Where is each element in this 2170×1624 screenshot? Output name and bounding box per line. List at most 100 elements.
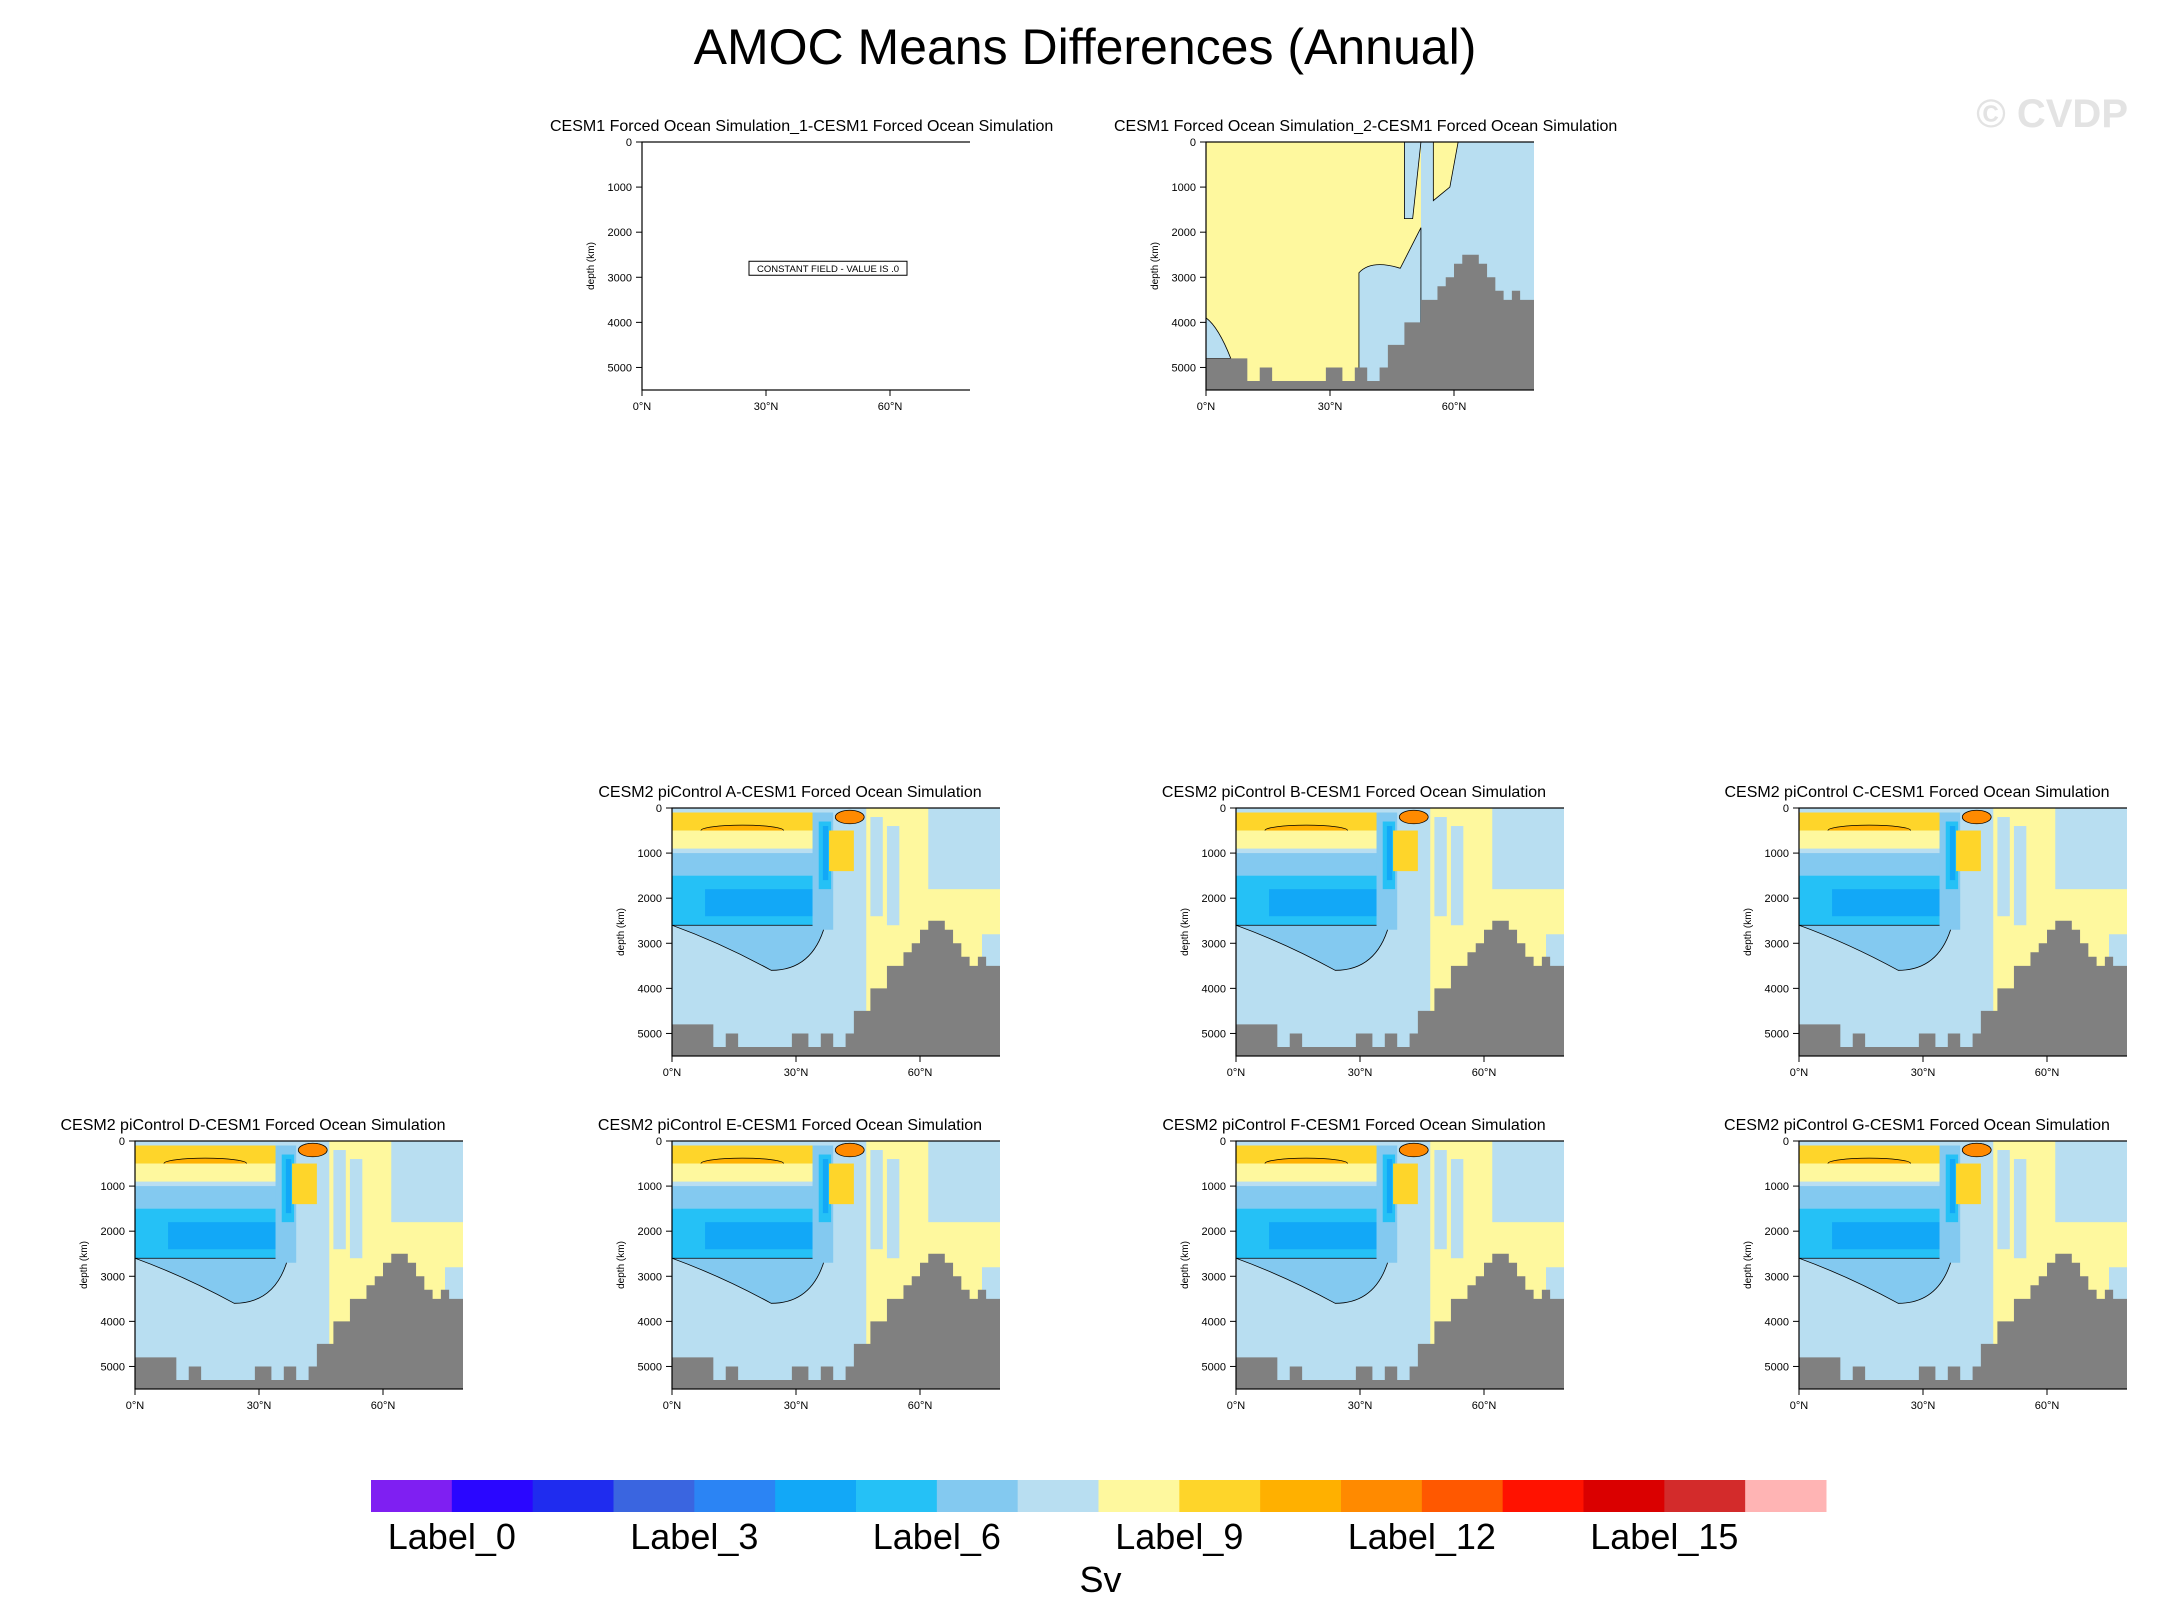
region-fill xyxy=(1997,817,2010,917)
panel-plot: 0°N30°N60°N90°N010002000300040005000dept… xyxy=(1180,803,1564,1079)
region-fill xyxy=(2109,1267,2127,1304)
colorbar-label: Label_3 xyxy=(630,1516,758,1557)
plot-frame xyxy=(671,1140,1000,1390)
colorbar-swatch xyxy=(613,1480,695,1512)
plot-frame xyxy=(641,141,970,391)
region-fill xyxy=(135,1163,288,1182)
region-fill xyxy=(1492,1141,1564,1223)
panel-plot: 0°N30°N60°N90°N010002000300040005000dept… xyxy=(79,1136,463,1412)
y-tick-label: 2000 xyxy=(1172,227,1196,239)
region-fill xyxy=(1799,1145,1952,1164)
y-tick-label: 4000 xyxy=(1172,317,1196,329)
panel-p1: CESM1 Forced Ocean Simulation_1-CESM1 Fo… xyxy=(550,118,1054,448)
plot-area: 0°N30°N60°N90°N010002000300040005000dept… xyxy=(79,1136,463,1412)
y-tick-label: 5000 xyxy=(1172,362,1196,374)
y-tick-label: 0 xyxy=(1783,1136,1789,1148)
bathymetry xyxy=(672,1253,1000,1389)
region-fill xyxy=(822,1159,829,1214)
plot-area: 0°N30°N60°N90°N010002000300040005000dept… xyxy=(616,803,1000,1079)
x-tick-label: 30°N xyxy=(1348,1400,1373,1412)
y-tick-label: 0 xyxy=(1190,137,1196,149)
y-axis-label: depth (km) xyxy=(1743,908,1754,956)
x-tick-label: 0°N xyxy=(633,401,652,413)
y-tick-label: 5000 xyxy=(1765,1361,1789,1373)
plot-area: 0°N30°N60°N90°N010002000300040005000dept… xyxy=(1743,803,2127,1079)
region-fill xyxy=(870,817,883,917)
x-tick-label: 30°N xyxy=(1348,1067,1373,1079)
region-fill xyxy=(870,1150,883,1250)
region-fill xyxy=(1236,812,1389,831)
region-fill xyxy=(829,830,854,872)
region-fill xyxy=(982,934,1000,971)
x-tick-label: 30°N xyxy=(754,401,779,413)
region-fill xyxy=(1404,142,1422,220)
colorbar-swatch xyxy=(694,1480,776,1512)
region-fill xyxy=(1432,142,1459,202)
plot-frame xyxy=(134,1140,463,1390)
colorbar-swatch xyxy=(1260,1480,1342,1512)
region-fill xyxy=(1393,1163,1418,1205)
region-fill xyxy=(1398,1142,1429,1158)
y-tick-label: 1000 xyxy=(608,182,632,194)
x-tick-label: 0°N xyxy=(1790,1067,1809,1079)
colorbar-swatch xyxy=(1745,1480,1827,1512)
panel-title: CESM2 piControl A-CESM1 Forced Ocean Sim… xyxy=(598,784,982,801)
x-tick-label: 0°N xyxy=(1227,1067,1246,1079)
region-fill xyxy=(1799,924,1953,971)
region-fill xyxy=(672,924,826,971)
y-axis-label: depth (km) xyxy=(1150,242,1161,290)
colorbar-swatch xyxy=(1664,1480,1746,1512)
x-tick-label: 60°N xyxy=(2035,1400,2060,1412)
panel-title: CESM1 Forced Ocean Simulation_1-CESM1 Fo… xyxy=(550,118,1054,135)
y-tick-label: 3000 xyxy=(1202,938,1226,950)
region-fill xyxy=(1799,853,1952,876)
panel-pE: CESM2 piControl E-CESM1 Forced Ocean Sim… xyxy=(580,1117,1000,1447)
x-tick-label: 60°N xyxy=(1442,401,1467,413)
plot-content xyxy=(135,1141,463,1389)
region-fill xyxy=(1434,817,1447,917)
colorbar-swatch xyxy=(1098,1480,1180,1512)
region-fill xyxy=(1434,1150,1447,1250)
bathymetry xyxy=(1799,1253,2127,1389)
colorbar-swatch xyxy=(1502,1480,1584,1512)
y-axis-label: depth (km) xyxy=(79,1241,90,1289)
region-fill xyxy=(1236,853,1389,876)
panel-pA: CESM2 piControl A-CESM1 Forced Ocean Sim… xyxy=(580,784,1000,1114)
message-box xyxy=(748,260,908,276)
region-fill xyxy=(2055,1141,2127,1223)
region-fill xyxy=(1206,317,1232,359)
x-tick-label: 30°N xyxy=(1318,401,1343,413)
plot-area: CONSTANT FIELD - VALUE IS .00°N30°N60°N9… xyxy=(586,137,970,413)
region-fill xyxy=(168,1222,280,1250)
region-fill xyxy=(1393,830,1418,872)
region-fill xyxy=(1799,1257,1953,1304)
colorbar-swatch xyxy=(1179,1480,1261,1512)
y-tick-label: 0 xyxy=(656,803,662,815)
bathymetry xyxy=(672,920,1000,1056)
y-tick-label: 5000 xyxy=(1765,1028,1789,1040)
plot-frame xyxy=(671,807,1000,1057)
x-tick-label: 0°N xyxy=(663,1067,682,1079)
region-fill xyxy=(1799,1186,1952,1209)
colorbar-swatch xyxy=(532,1480,614,1512)
x-tick-label: 60°N xyxy=(1472,1400,1497,1412)
region-fill xyxy=(1546,1267,1564,1304)
y-axis-label: depth (km) xyxy=(1743,1241,1754,1289)
region-fill xyxy=(1956,830,1981,872)
y-tick-label: 2000 xyxy=(1765,1226,1789,1238)
colorbar-swatch xyxy=(1421,1480,1504,1512)
y-tick-label: 5000 xyxy=(638,1361,662,1373)
region-fill xyxy=(982,1267,1000,1304)
region-fill xyxy=(886,1159,900,1259)
region-fill xyxy=(1832,1222,1944,1250)
plot-area: 0°N30°N60°N90°N010002000300040005000dept… xyxy=(1180,803,1564,1079)
y-tick-label: 1000 xyxy=(101,1181,125,1193)
region-fill xyxy=(672,812,825,831)
panel-plot: 0°N30°N60°N90°N010002000300040005000dept… xyxy=(616,1136,1000,1412)
y-tick-label: 0 xyxy=(656,1136,662,1148)
plot-frame xyxy=(1798,807,2127,1057)
panel-pC: CESM2 piControl C-CESM1 Forced Ocean Sim… xyxy=(1707,784,2127,1114)
y-axis-label: depth (km) xyxy=(1180,1241,1191,1289)
region-fill xyxy=(135,1145,288,1164)
figure-title: AMOC Means Differences (Annual) xyxy=(693,19,1477,75)
